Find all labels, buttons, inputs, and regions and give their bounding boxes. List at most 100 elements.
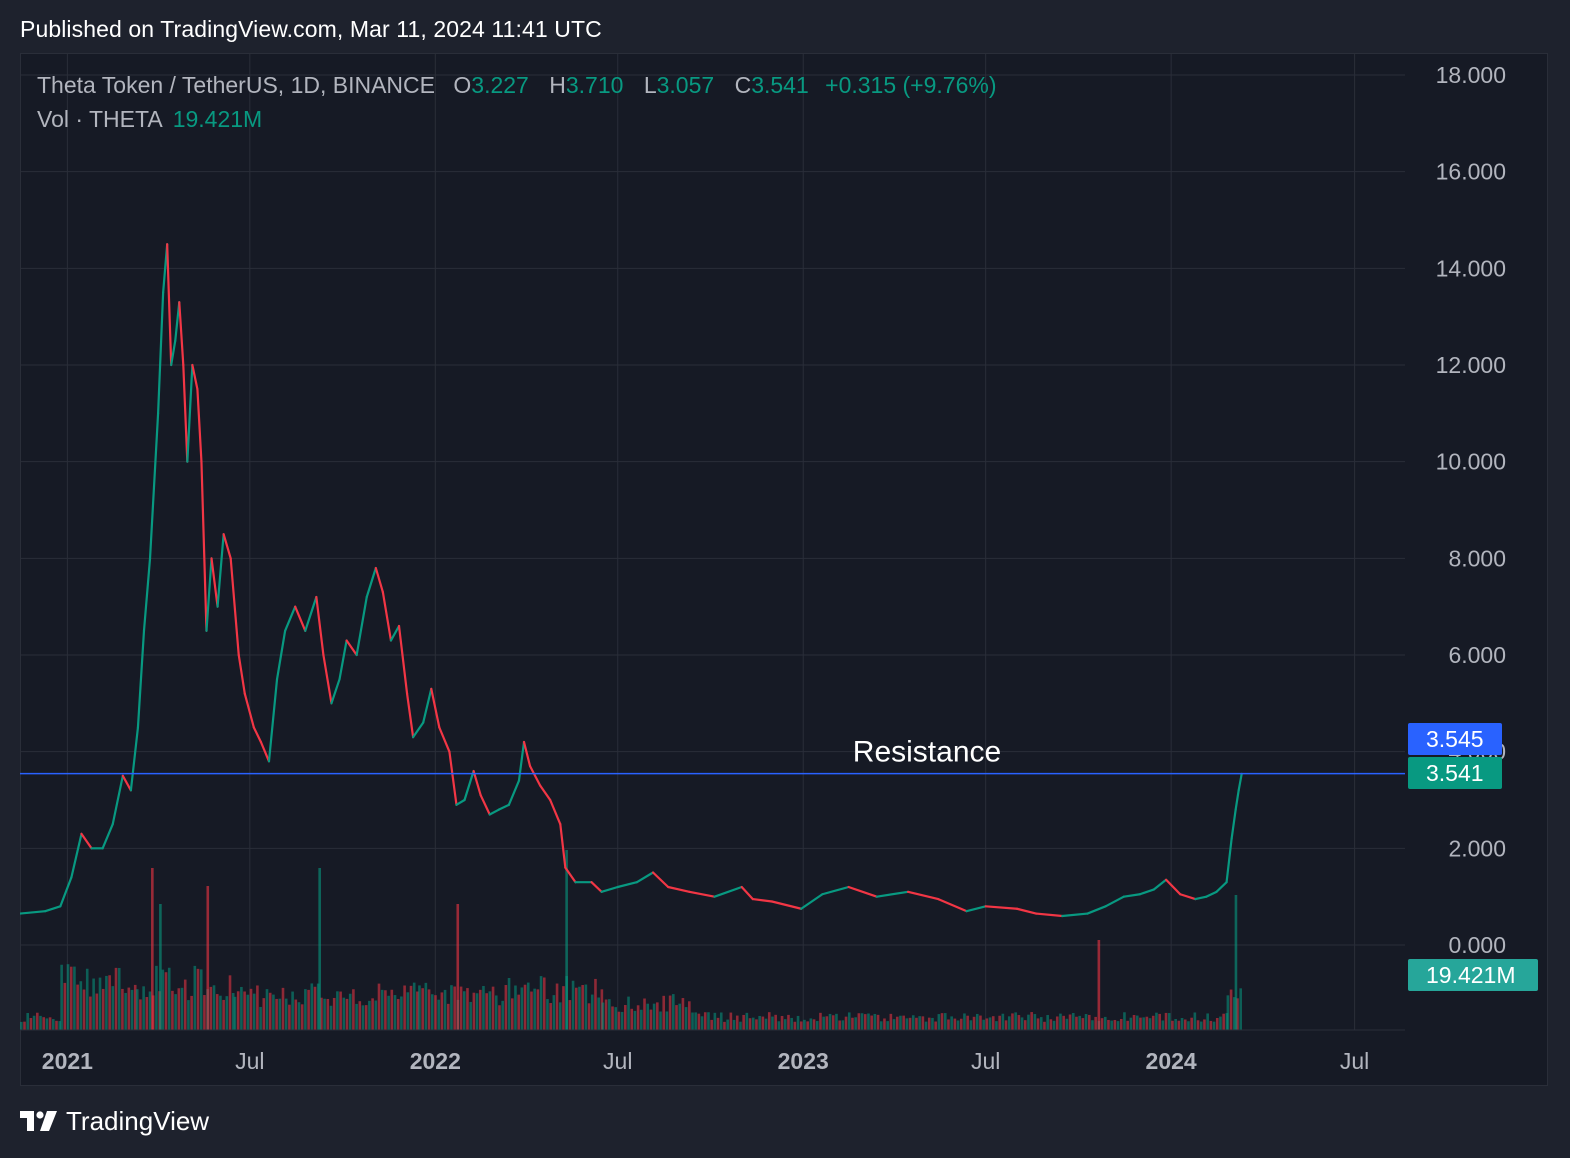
volume-bar [927, 1017, 931, 1030]
volume-bar [352, 989, 355, 1030]
tradingview-logo[interactable]: TradingView [20, 1106, 209, 1137]
volume-bar [121, 988, 124, 1030]
volume-bar [469, 1001, 472, 1030]
grid-lines [20, 53, 1405, 1030]
volume-bar [288, 1004, 291, 1030]
volume-bar [546, 999, 549, 1030]
volume-bar [681, 998, 685, 1030]
volume-bar [963, 1013, 966, 1030]
x-tick-label: 2021 [42, 1048, 93, 1074]
price-segment [200, 460, 208, 632]
volume-bar [937, 1014, 941, 1030]
price-segment [374, 566, 384, 594]
volume-bar [1158, 1013, 1161, 1030]
price-segment [148, 412, 160, 560]
price-segment [770, 900, 803, 910]
volume-bar [523, 984, 527, 1030]
volume-bar [39, 1015, 42, 1030]
volume-bar [1229, 989, 1233, 1030]
volume-bar [66, 964, 70, 1030]
price-segment [70, 832, 83, 879]
y-tick-label: 18.000 [1436, 62, 1506, 88]
volume-bar [860, 1013, 864, 1030]
volume-bar [662, 995, 666, 1030]
last-volume-tag: 19.421M [1408, 959, 1538, 991]
volume-bar [406, 992, 410, 1030]
volume-bar [246, 994, 250, 1030]
volume-bar [966, 1015, 969, 1030]
volume-bar [127, 987, 131, 1030]
price-chart[interactable]: Resistance 18.000 16.000 14.000 12.000 10.00… [20, 53, 1548, 1086]
volume-bar [348, 993, 352, 1030]
volume-bar [265, 989, 269, 1030]
volume-bar [252, 993, 256, 1030]
volume-bar [167, 967, 171, 1030]
volume-bar [358, 1001, 362, 1030]
price-segment [651, 871, 670, 889]
volume-bar [568, 1000, 572, 1030]
volume-bar [539, 976, 543, 1030]
price-segment [182, 363, 189, 463]
volume-bar [446, 1003, 450, 1030]
volume-bar [943, 1013, 947, 1030]
volume-bar [841, 1020, 845, 1030]
volume-bar [905, 1018, 909, 1030]
volume-bar [171, 990, 174, 1030]
volume-bar [656, 1002, 659, 1030]
volume-bar [259, 1006, 262, 1030]
volume-bar [1100, 1018, 1104, 1030]
price-segment [448, 750, 458, 806]
volume-bar [1119, 1018, 1123, 1030]
price-segment [44, 905, 62, 913]
volume-bar [1187, 1021, 1190, 1030]
tradingview-brand: TradingView [66, 1106, 210, 1136]
volume-bar [416, 991, 419, 1030]
volume-legend: Vol · THETA 19.421M [37, 106, 262, 133]
open-label: O [453, 72, 472, 98]
volume-bar [799, 1021, 803, 1030]
volume-bar [310, 983, 314, 1030]
volume-bar [604, 999, 608, 1030]
volume-bar [1055, 1016, 1059, 1030]
volume-bar [774, 1014, 777, 1030]
y-axis: 18.000 16.000 14.000 12.000 10.000 8.000 6.000… [1436, 62, 1506, 958]
volume-bar [1174, 1018, 1177, 1030]
price-segment [600, 885, 619, 893]
volume-bar [819, 1012, 822, 1030]
volume-bar [806, 1021, 809, 1030]
volume-bar [418, 985, 421, 1030]
volume-bar [627, 996, 630, 1030]
price-segment [252, 726, 263, 744]
volume-bar [780, 1015, 784, 1030]
price-segment [984, 905, 1019, 910]
volume-bar [956, 1020, 960, 1030]
volume-bar [307, 989, 310, 1030]
price-segment [243, 692, 255, 729]
chart-panel[interactable] [20, 53, 1548, 1086]
volume-bar [643, 998, 646, 1030]
volume-bar [20, 1021, 23, 1030]
volume-bar [1190, 1017, 1193, 1030]
volume-bar [36, 1012, 39, 1030]
volume-bar [1239, 988, 1242, 1030]
volume-bar [95, 993, 99, 1030]
volume-bar [364, 1005, 368, 1030]
price-segment [875, 890, 910, 898]
volume-bar [1145, 1016, 1149, 1030]
volume-bar [777, 1021, 781, 1030]
price-segment [338, 639, 348, 681]
volume-bar [620, 1011, 624, 1030]
volume-bar [320, 997, 323, 1030]
price-segment [688, 890, 716, 898]
price-segment [430, 687, 441, 729]
volume-bar [42, 1017, 45, 1030]
price-segment [821, 885, 850, 896]
volume-bar [652, 1003, 656, 1030]
volume-bar [190, 995, 193, 1030]
price-segment [455, 798, 466, 806]
price-segment [1194, 895, 1208, 901]
volume-bar [45, 1018, 49, 1030]
volume-bar [915, 1017, 918, 1030]
volume-bar [719, 1012, 723, 1030]
volume-bar [142, 986, 145, 1030]
